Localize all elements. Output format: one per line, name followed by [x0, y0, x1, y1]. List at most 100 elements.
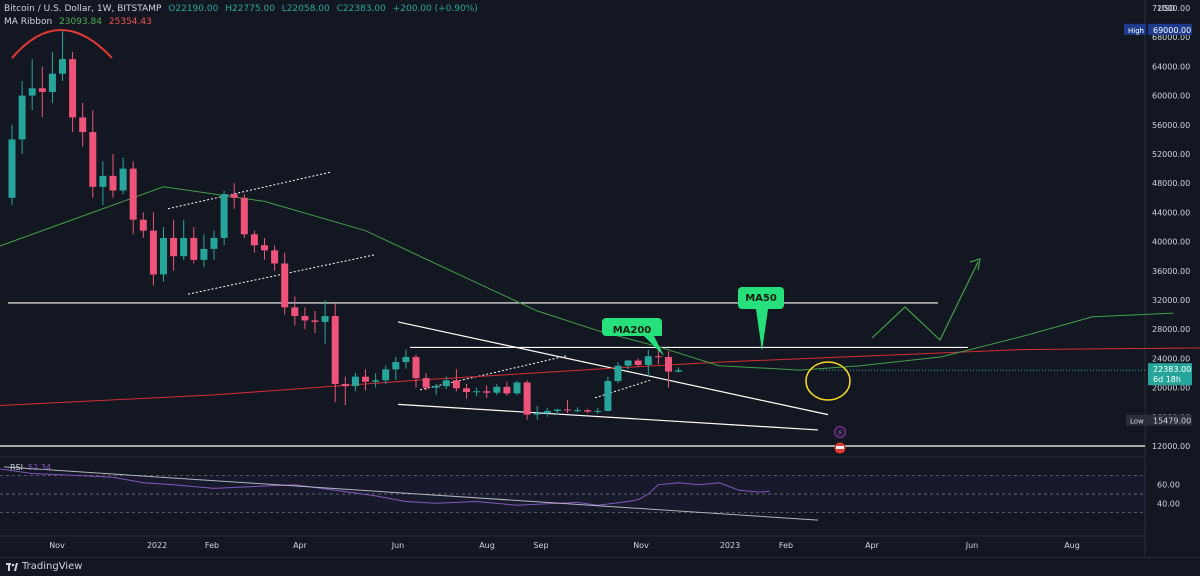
price-tick-label: 64000.00	[1152, 62, 1190, 71]
price-tick-label: 36000.00	[1152, 267, 1190, 276]
low-badge-value: 15479.00	[1153, 417, 1191, 426]
ma-ribbon-value-2: 25354.43	[108, 17, 152, 27]
candle-body	[553, 409, 561, 411]
candle	[18, 81, 26, 154]
candle	[463, 383, 470, 399]
candle	[200, 234, 208, 268]
candle-body	[665, 356, 672, 372]
chart-background	[0, 0, 1200, 557]
ohlc-close: C22383.00	[336, 4, 386, 14]
candle	[432, 383, 440, 395]
candle	[139, 212, 147, 238]
ohlc-open: O22190.00	[168, 4, 219, 14]
candle	[503, 381, 511, 396]
current-price-badge	[1148, 363, 1192, 386]
candle	[8, 124, 16, 206]
candle	[170, 219, 178, 271]
candle-body	[634, 360, 642, 365]
candle-body	[402, 356, 410, 363]
time-tick-label: Apr	[865, 541, 880, 550]
candle-body	[18, 95, 26, 140]
candle	[301, 307, 309, 330]
candle	[675, 367, 683, 373]
ma-ribbon	[0, 186, 1200, 406]
candle-body	[473, 391, 481, 393]
candle-body	[160, 237, 167, 275]
time-tick-label: Feb	[779, 541, 793, 550]
projection-arrowhead	[969, 258, 981, 271]
candle-body	[38, 88, 46, 92]
event-icon	[834, 426, 846, 438]
candle-body	[321, 316, 329, 322]
current-price-value: 22383.00	[1153, 365, 1191, 374]
currency-label: USD	[1158, 4, 1175, 13]
candle	[422, 373, 430, 391]
time-tick-label: Jun	[391, 541, 405, 550]
candle-body	[180, 237, 188, 257]
candle-body	[230, 194, 238, 198]
candle	[331, 303, 339, 403]
rsi-value: 52.34	[28, 463, 51, 472]
high-badge-label: High	[1128, 27, 1144, 35]
price-tick-label: 60000.00	[1152, 92, 1190, 101]
candle-body	[170, 237, 178, 257]
price-tick-label: 72000.00	[1152, 4, 1190, 13]
low-badge-tag	[1126, 414, 1148, 426]
candle-body	[362, 376, 369, 382]
candle-body	[372, 380, 380, 382]
candle-body	[442, 380, 450, 387]
candle-body	[483, 391, 491, 393]
time-tick-label: Feb	[205, 541, 219, 550]
candle-body	[351, 376, 359, 387]
price-tick-label: 56000.00	[1152, 121, 1190, 130]
footer-bar: TradingView	[0, 557, 1200, 576]
ma-ribbon-label[interactable]: MA Ribbon	[4, 17, 53, 27]
low-badge-value-bg	[1148, 414, 1192, 426]
rsi-pane[interactable]: RSI 52.34 60.00 40.00	[0, 463, 1180, 521]
candle-body	[493, 386, 501, 393]
candle-body	[149, 230, 157, 275]
candle-body	[89, 132, 97, 187]
candle	[190, 227, 198, 264]
candle	[624, 359, 632, 370]
candle-body	[301, 316, 309, 321]
time-tick-label: Apr	[293, 541, 308, 550]
tradingview-logo-icon	[6, 563, 18, 571]
candle	[594, 408, 602, 414]
candle-body	[79, 117, 87, 133]
candle	[89, 110, 97, 198]
candle	[513, 381, 521, 395]
candle	[523, 380, 531, 420]
candle-body	[523, 382, 531, 415]
candle	[362, 369, 369, 391]
ma200-callout-label: MA200	[613, 325, 652, 336]
flag-icon-stripe	[836, 446, 844, 449]
symbol-title[interactable]: Bitcoin / U.S. Dollar, 1W, BITSTAMP	[4, 4, 162, 14]
ma50-callout-label: MA50	[745, 293, 777, 304]
candle	[210, 230, 218, 260]
candle-body	[240, 197, 248, 235]
rsi-tick-label: 40.00	[1157, 499, 1180, 508]
candle-body	[331, 316, 339, 384]
ohlc-change: +200.00 (+0.90%)	[392, 4, 478, 14]
price-tick-label: 24000.00	[1152, 354, 1190, 363]
time-axis[interactable]: Nov 2022 Feb Apr Jun Aug Sep Nov 2023 Feb Apr Jun Au…	[49, 541, 1080, 550]
candle-body	[543, 410, 551, 414]
candle	[452, 369, 460, 392]
candle-body	[28, 88, 36, 96]
candle-body	[281, 263, 289, 308]
candle	[372, 373, 380, 388]
footer-brand[interactable]: TradingView	[22, 561, 83, 572]
candle	[38, 66, 46, 118]
candle	[129, 161, 137, 235]
candle-body	[564, 409, 571, 411]
time-tick-label: Sep	[533, 541, 548, 550]
time-tick-label: 2022	[147, 541, 167, 550]
price-tick-label: 40000.00	[1152, 238, 1190, 247]
current-price-timer: 6d 18h	[1153, 375, 1181, 384]
candle-body	[69, 59, 77, 118]
candle-body	[503, 386, 511, 394]
candle-body	[48, 73, 56, 92]
